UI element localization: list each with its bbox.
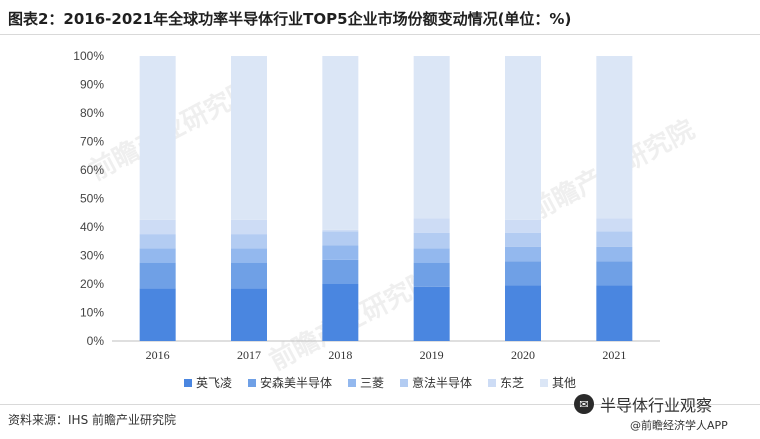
- x-tick-label: 2021: [602, 348, 626, 362]
- legend-label: 东芝: [500, 376, 525, 390]
- wechat-icon: ✉: [574, 394, 594, 414]
- legend-swatch: [347, 378, 356, 387]
- legend-item: 安森美半导体: [247, 374, 332, 391]
- y-tick-label: 30%: [80, 249, 104, 263]
- source-note: 资料来源：IHS 前瞻产业研究院: [8, 413, 176, 427]
- legend-label: 意法半导体: [412, 376, 473, 390]
- y-tick-label: 50%: [80, 192, 104, 206]
- bar-segment: [505, 261, 541, 286]
- stacked-bar-chart: 0% 10% 20% 30% 40% 50% 60% 70% 80% 90% 100% 2016 201…: [73, 49, 660, 362]
- bar-segment: [505, 285, 541, 341]
- legend-label: 三菱: [359, 376, 384, 390]
- legend-item: 其他: [540, 374, 576, 391]
- bar-segment: [596, 56, 633, 219]
- legend-item: 三菱: [347, 374, 384, 391]
- bar-segment: [413, 286, 450, 341]
- bar-segment: [231, 288, 267, 341]
- bar-segment: [413, 56, 450, 219]
- bar-segment: [505, 232, 541, 247]
- bar-segment: [139, 248, 176, 263]
- x-tick-label: 2020: [511, 348, 535, 362]
- app-credit: @前瞻经济学人APP: [630, 419, 728, 432]
- legend-item: 英飞凌: [183, 374, 232, 391]
- bar-segment: [505, 56, 541, 220]
- legend-label: 安森美半导体: [259, 376, 332, 390]
- bar-segment: [413, 262, 450, 287]
- x-tick-label: 2019: [420, 348, 444, 362]
- y-tick-label: 80%: [80, 106, 104, 120]
- bar-segment: [139, 219, 176, 235]
- legend: 英飞凌 安森美半导体 三菱 意法半导体 东芝 其他: [0, 374, 760, 391]
- bar-segment: [322, 229, 359, 232]
- bar-segment: [322, 284, 359, 341]
- y-tick-label: 40%: [80, 220, 104, 234]
- bar-segment: [139, 234, 176, 249]
- bar-segment: [139, 56, 176, 220]
- bar-segment: [322, 56, 359, 230]
- wechat-badge: ✉ 半导体行业观察: [574, 392, 712, 416]
- legend-swatch: [488, 378, 497, 387]
- y-tick-label: 100%: [73, 49, 104, 63]
- x-tick-label: 2017: [237, 348, 261, 362]
- legend-label: 英飞凌: [195, 376, 232, 390]
- legend-swatch: [540, 378, 549, 387]
- bar-segment: [231, 248, 267, 263]
- bar-segment: [231, 219, 267, 235]
- legend-swatch: [400, 378, 408, 387]
- bar-segment: [505, 219, 541, 233]
- y-tick-label: 60%: [80, 163, 104, 177]
- bar-segment: [322, 231, 359, 246]
- bar-segment: [413, 218, 450, 233]
- bar-segment: [231, 234, 267, 249]
- bar-segment: [139, 262, 176, 289]
- bar-segment: [413, 248, 450, 263]
- legend-item: 东芝: [488, 374, 524, 391]
- bar-segment: [139, 288, 176, 341]
- x-tick-label: 2018: [328, 348, 352, 362]
- bar-segment: [596, 218, 633, 232]
- y-tick-label: 10%: [80, 306, 104, 320]
- bar-segment: [322, 259, 359, 284]
- bar-segment: [596, 231, 633, 247]
- chart-title: 图表2：2016-2021年全球功率半导体行业TOP5企业市场份额变动情况(单位…: [8, 10, 572, 28]
- y-tick-label: 70%: [80, 135, 104, 149]
- bar-segment: [505, 246, 541, 262]
- y-tick-label: 0%: [87, 334, 105, 348]
- bar-segment: [413, 232, 450, 249]
- legend-swatch: [183, 378, 192, 387]
- legend-label: 其他: [552, 376, 577, 390]
- bar-segment: [596, 285, 633, 341]
- legend-item: 意法半导体: [400, 374, 472, 391]
- title-divider: [0, 34, 760, 35]
- bar-segment: [596, 246, 633, 262]
- y-tick-label: 20%: [80, 277, 104, 291]
- bar-segment: [322, 245, 359, 260]
- bar-segment: [231, 262, 267, 289]
- y-tick-label: 90%: [80, 78, 104, 92]
- footer-divider: [0, 404, 760, 405]
- x-tick-label: 2016: [146, 348, 170, 362]
- legend-swatch: [247, 378, 256, 387]
- badge-label: 半导体行业观察: [600, 396, 713, 415]
- bar-segment: [596, 261, 633, 286]
- bar-segment: [231, 56, 267, 220]
